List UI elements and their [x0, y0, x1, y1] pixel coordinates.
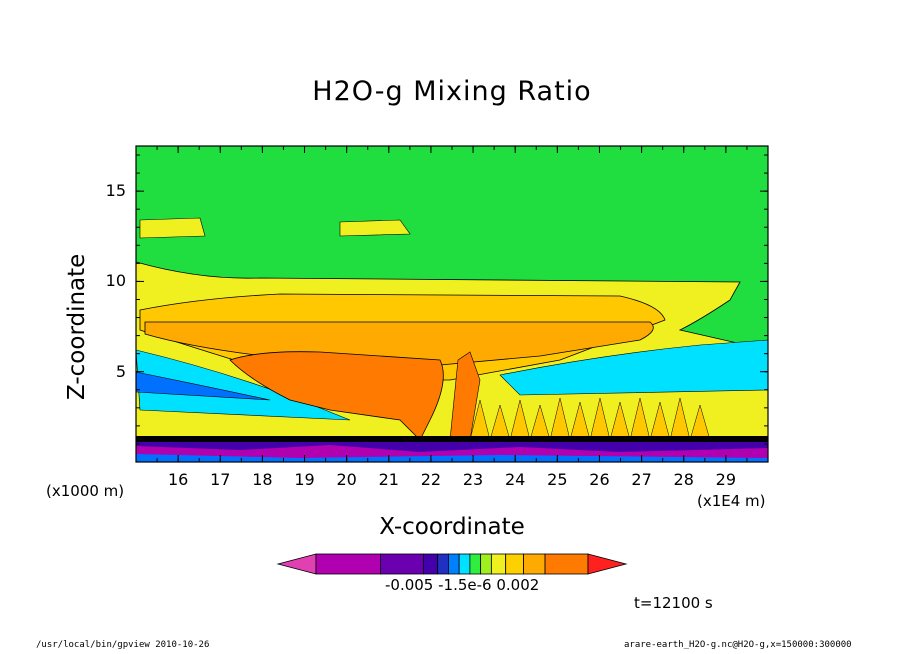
colorbar-segment	[437, 553, 449, 575]
colorbar-labels: -0.005 -1.5e-6 0.002	[385, 576, 539, 594]
footer-right: arare-earth_H2O-g.nc@H2O-g,x=150000:3000…	[624, 640, 852, 650]
x-tick-label: 19	[294, 470, 315, 489]
x-tick-label: 28	[673, 470, 694, 489]
x-tick-label: 21	[378, 470, 399, 489]
x-tick-label: 17	[210, 470, 231, 489]
contour-band-dark-orange	[229, 351, 444, 441]
colorbar-segment	[315, 553, 381, 575]
contour-band-upper-mid	[339, 219, 411, 237]
chart-title: H2O-g Mixing Ratio	[312, 76, 592, 107]
x-tick-label: 26	[589, 470, 610, 489]
x-tick-label: 20	[336, 470, 357, 489]
colorbar-segment	[448, 553, 460, 575]
x-tick-label: 29	[715, 470, 737, 489]
x-axis-label: X-coordinate	[379, 514, 525, 540]
contour-band-upper-left	[139, 217, 206, 239]
colorbar-segment	[380, 553, 424, 575]
colorbar-label-0: -0.005	[385, 576, 434, 594]
x-tick-label: 23	[462, 470, 484, 489]
colorbar-segment	[458, 553, 471, 575]
x-scale-note: (x1E4 m)	[697, 492, 766, 510]
x-tick-label: 25	[547, 470, 568, 489]
colorbar-segment	[490, 553, 507, 575]
time-label: t=12100 s	[634, 594, 713, 612]
footer-left: /usr/local/bin/gpview 2010-10-26	[36, 640, 210, 650]
colorbar-segment	[469, 553, 482, 575]
x-unit-note: (x1000 m)	[46, 482, 125, 500]
x-tick-label: 18	[252, 470, 273, 489]
colorbar-segment	[523, 553, 546, 575]
tick-mark-group	[135, 146, 769, 463]
colorbar-label-2: 0.002	[496, 576, 540, 594]
colorbar-segment	[422, 553, 439, 575]
x-tick-label: 24	[505, 470, 526, 489]
contour-fill-group	[136, 146, 768, 462]
contour-band-cyan-right	[499, 339, 768, 396]
colorbar-extend-high	[587, 553, 628, 575]
colorbar-segment	[544, 553, 589, 575]
x-tick-label: 16	[167, 470, 189, 489]
y-axis-label: Z-coordinate	[64, 253, 90, 400]
y-tick-label: 15	[105, 181, 126, 201]
colorbar-segment	[505, 553, 524, 575]
contour-band-sawtooth	[469, 397, 711, 441]
y-tick-label: 10	[105, 271, 126, 291]
contour-band-dark-orange-column	[449, 351, 481, 441]
colorbar-label-1: -1.5e-6	[438, 576, 492, 594]
x-tick-label: 27	[631, 470, 652, 489]
x-tick-label: 22	[420, 470, 442, 489]
contour-band-blue-left	[136, 371, 271, 401]
contour-band-bottom-black	[136, 436, 768, 442]
y-tick-label: 5	[115, 361, 126, 381]
colorbar-segment	[480, 553, 492, 575]
colorbar	[276, 553, 628, 575]
colorbar-extend-low	[276, 553, 317, 575]
